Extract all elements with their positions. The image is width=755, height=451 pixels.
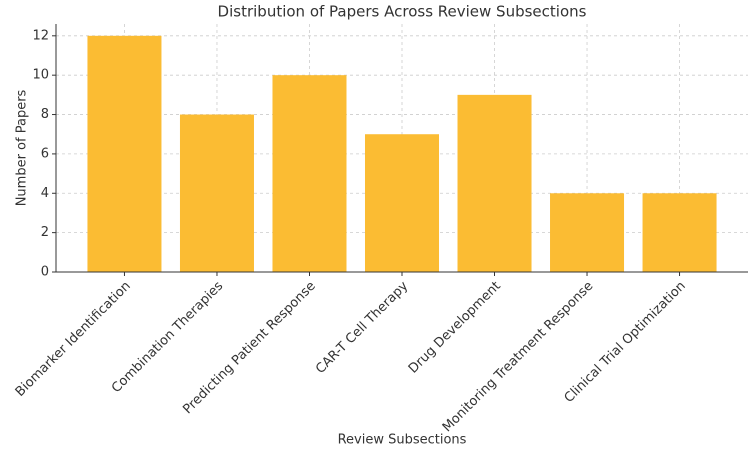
x-tick-label: CAR-T Cell Therapy <box>313 278 411 376</box>
y-tick-label: 2 <box>41 225 49 240</box>
y-tick-label: 0 <box>41 265 49 280</box>
y-tick-label: 12 <box>32 28 49 43</box>
bar <box>179 114 254 273</box>
x-tick-label: Monitoring Treatment Response <box>440 279 597 436</box>
x-axis-label: Review Subsections <box>338 433 467 448</box>
y-tick-label: 10 <box>32 68 49 83</box>
bar <box>457 94 532 272</box>
chart-title: Distribution of Papers Across Review Sub… <box>218 3 587 21</box>
bar <box>550 193 625 272</box>
bar <box>87 35 162 272</box>
bar <box>272 75 347 272</box>
y-axis-label: Number of Papers <box>15 89 30 206</box>
y-tick-label: 8 <box>41 107 49 122</box>
bar <box>642 193 717 272</box>
bar <box>364 134 440 272</box>
x-tick-label: Drug Development <box>406 279 504 377</box>
y-tick-label: 4 <box>41 186 49 201</box>
y-tick-label: 6 <box>41 146 49 161</box>
